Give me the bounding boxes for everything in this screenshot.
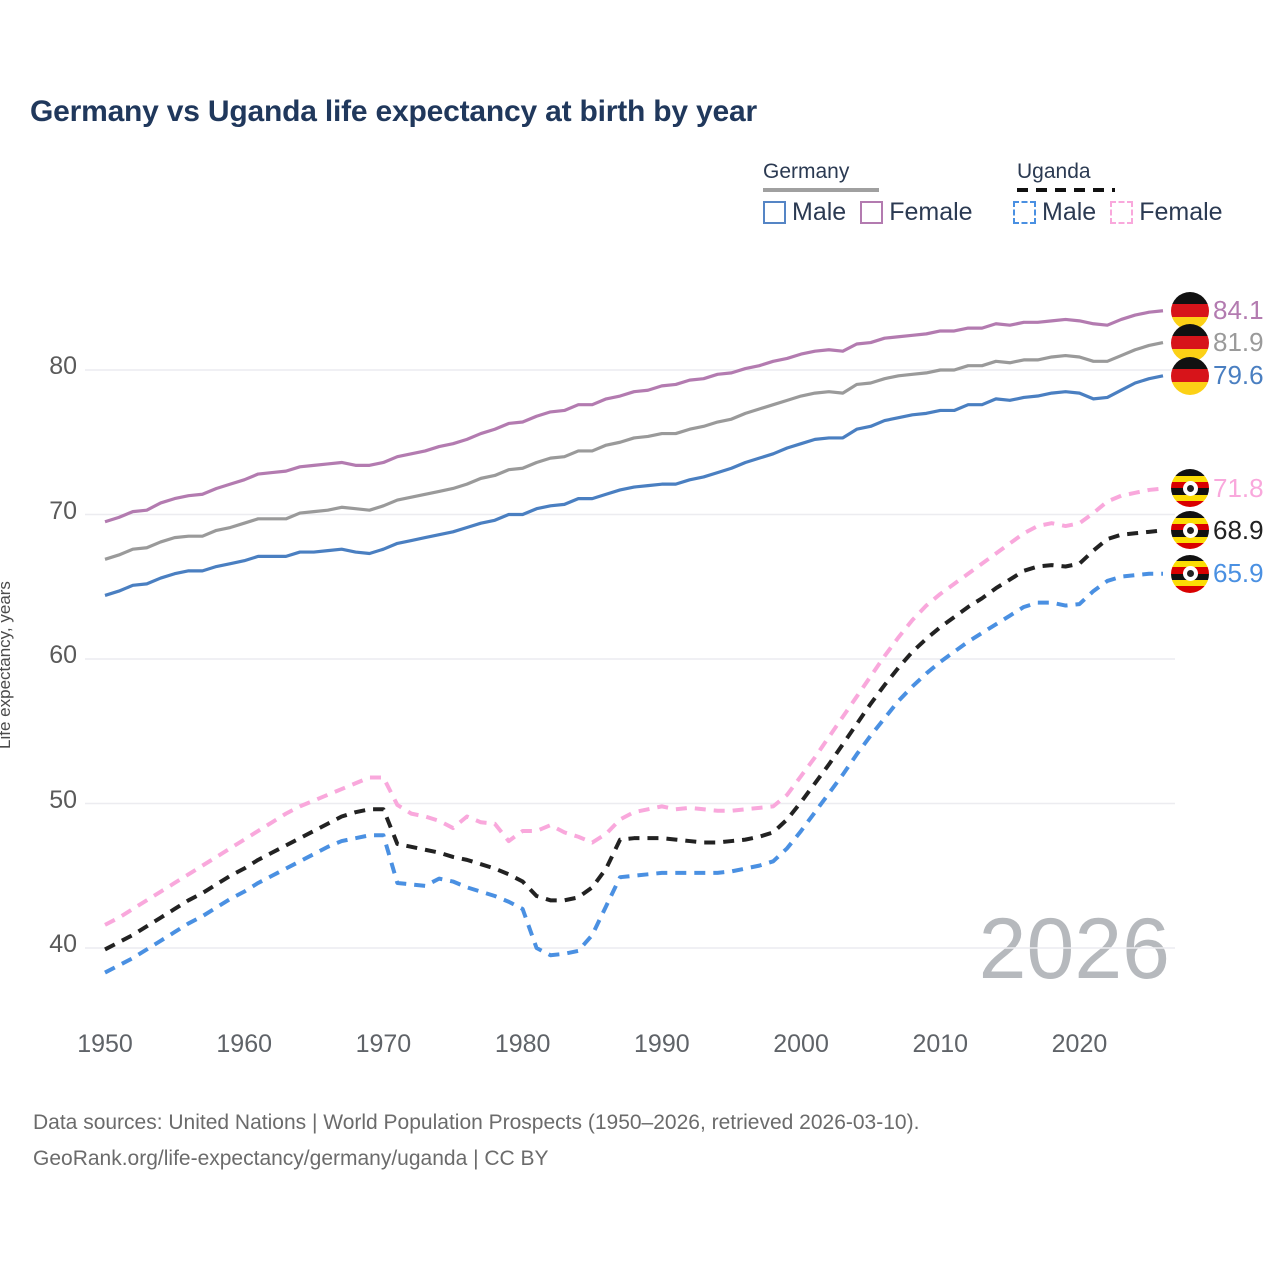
legend-country-germany: Germany [763, 160, 850, 183]
legend-item-label: Female [1139, 198, 1223, 226]
series-end-value: 81.9 [1213, 327, 1264, 358]
x-tick-label: 2010 [912, 1030, 969, 1058]
series-line[interactable] [104, 374, 1164, 597]
y-tick-label: 70 [49, 496, 77, 525]
x-tick-label: 1960 [216, 1030, 273, 1058]
page-title: Germany vs Uganda life expectancy at bir… [30, 95, 757, 128]
legend-rule-uganda [1017, 188, 1115, 192]
uganda-flag-icon [1171, 511, 1209, 550]
series-end-label: 68.9 [1171, 511, 1264, 550]
footer-line-license[interactable]: GeoRank.org/life-expectancy/germany/ugan… [33, 1147, 549, 1171]
series-end-value: 84.1 [1213, 295, 1264, 326]
y-tick-label: 50 [49, 785, 77, 814]
legend-swatch-icon [1013, 201, 1036, 224]
footer-line-sources: Data sources: United Nations | World Pop… [33, 1111, 920, 1134]
x-tick-label: 1950 [77, 1030, 133, 1058]
x-tick-label: 1980 [494, 1030, 551, 1058]
year-watermark: 2026 [978, 901, 1170, 997]
legend-item-label: Female [889, 198, 973, 226]
legend-item-germany-female[interactable]: Female [860, 198, 973, 227]
series-line[interactable] [104, 571, 1163, 975]
series-end-value: 65.9 [1213, 558, 1264, 589]
series-line[interactable] [104, 486, 1164, 927]
x-tick-label: 1990 [634, 1030, 690, 1058]
x-tick-label: 2000 [773, 1030, 829, 1058]
series-end-label: 71.8 [1171, 469, 1264, 508]
legend-items-uganda: Male Female [1013, 198, 1223, 227]
legend-group-uganda: Uganda [1017, 160, 1115, 192]
legend-swatch-icon [1110, 201, 1134, 224]
legend-group-germany: Germany [763, 160, 879, 192]
legend-items-germany: Male Female [763, 198, 973, 227]
series-end-value: 71.8 [1213, 472, 1264, 503]
legend-item-germany-male[interactable]: Male [763, 198, 846, 227]
chart-legend: Germany Uganda Male Female Male [755, 160, 1255, 245]
series-end-value: 68.9 [1213, 514, 1264, 545]
legend-item-uganda-female[interactable]: Female [1110, 198, 1223, 227]
series-end-label: 79.6 [1171, 356, 1264, 395]
y-tick-label: 60 [49, 641, 77, 669]
series-end-label: 65.9 [1171, 554, 1264, 593]
footer-attribution: Data sources: United Nations | World Pop… [33, 1105, 919, 1177]
legend-swatch-icon [860, 201, 884, 224]
legend-country-uganda: Uganda [1017, 160, 1091, 183]
series-line[interactable] [104, 528, 1164, 952]
uganda-flag-icon [1171, 469, 1209, 508]
x-tick-label: 1970 [355, 1030, 412, 1058]
legend-swatch-icon [763, 201, 786, 224]
legend-item-label: Male [792, 198, 847, 226]
germany-flag-icon [1171, 356, 1209, 395]
series-line[interactable] [104, 309, 1164, 524]
legend-item-uganda-male[interactable]: Male [1013, 198, 1096, 227]
uganda-flag-icon [1171, 554, 1209, 593]
x-tick-label: 2020 [1051, 1030, 1108, 1058]
y-tick-label: 80 [49, 352, 77, 380]
series-line[interactable] [104, 340, 1164, 561]
legend-rule-germany [763, 188, 879, 192]
legend-item-label: Male [1042, 198, 1097, 226]
y-tick-label: 40 [49, 930, 77, 958]
series-end-value: 79.6 [1213, 360, 1264, 391]
